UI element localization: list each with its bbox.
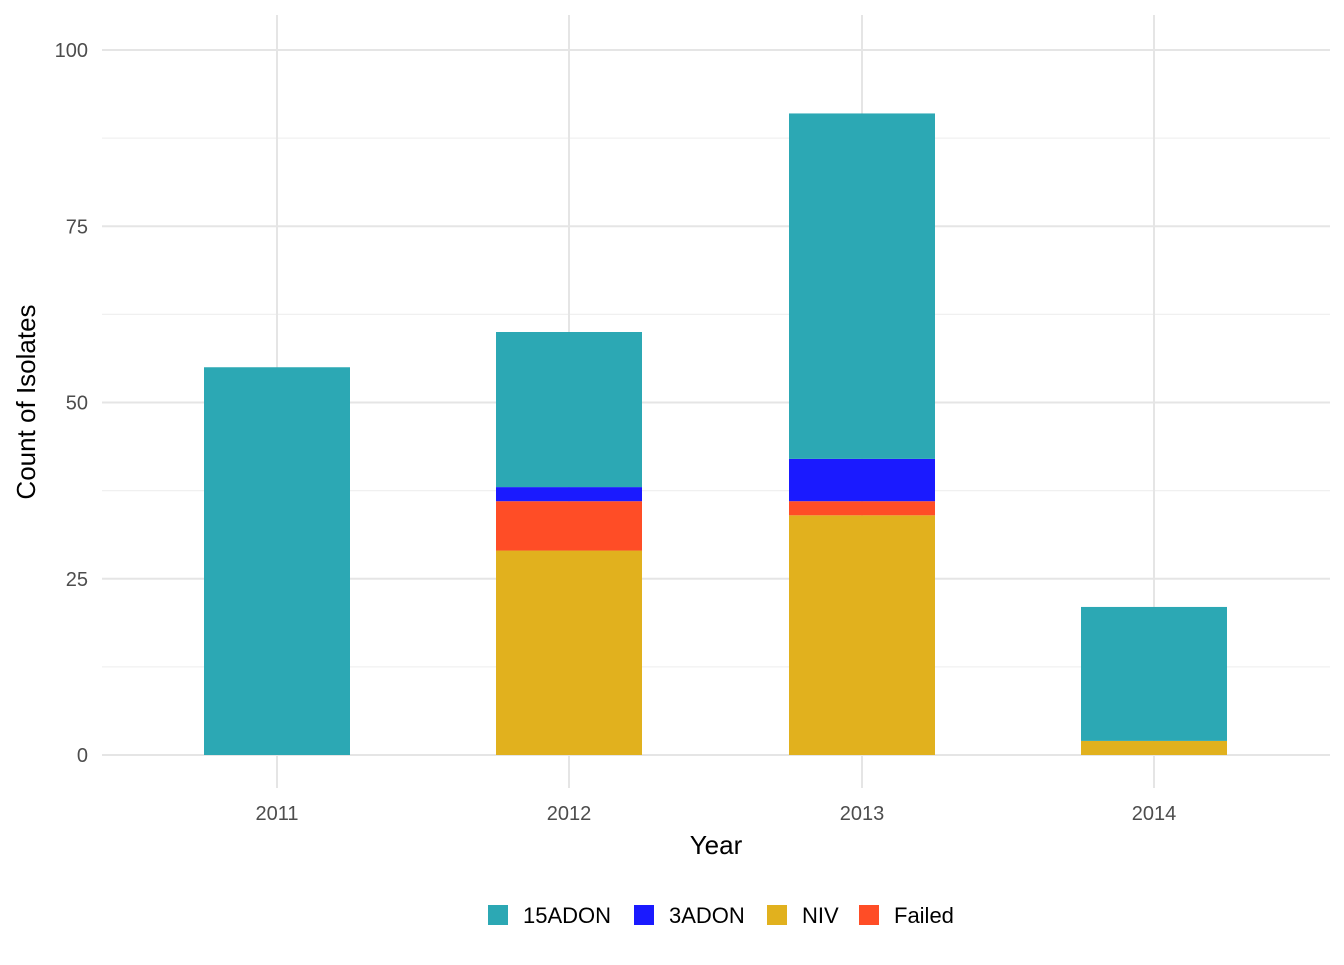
legend-key-niv xyxy=(767,905,787,925)
legend: 15ADON 3ADON NIV Failed xyxy=(488,903,954,928)
bar-15adon-2012 xyxy=(496,332,642,488)
y-axis-title: Count of Isolates xyxy=(11,304,41,499)
y-tick-label: 100 xyxy=(55,40,88,62)
legend-label-failed: Failed xyxy=(894,903,954,928)
bar-niv-2013 xyxy=(789,515,935,755)
bar-15adon-2014 xyxy=(1081,606,1227,741)
bar-niv-2012 xyxy=(496,550,642,755)
bar-15adon-2013 xyxy=(789,113,935,459)
bar-niv-2014 xyxy=(1081,740,1227,755)
x-axis-ticks: 2011 2012 2013 2014 xyxy=(255,803,1176,825)
x-tick-label: 2014 xyxy=(1132,803,1177,825)
legend-key-15adon xyxy=(488,905,508,925)
legend-key-failed xyxy=(859,905,879,925)
legend-label-3adon: 3ADON xyxy=(669,903,745,928)
legend-label-niv: NIV xyxy=(802,903,839,928)
bar-15adon-2011 xyxy=(204,367,350,755)
legend-label-15adon: 15ADON xyxy=(523,903,611,928)
bar-3adon-2012 xyxy=(496,487,642,502)
x-axis-title: Year xyxy=(690,830,743,860)
y-tick-label: 0 xyxy=(77,745,88,767)
x-tick-label: 2012 xyxy=(547,803,592,825)
x-tick-label: 2011 xyxy=(255,803,298,825)
x-tick-label: 2013 xyxy=(840,803,885,825)
y-tick-label: 75 xyxy=(66,216,88,238)
y-axis-ticks: 0 25 50 75 100 xyxy=(55,40,88,767)
y-tick-label: 25 xyxy=(66,569,88,591)
bars xyxy=(204,113,1227,755)
bar-failed-2013 xyxy=(789,501,935,516)
legend-key-3adon xyxy=(634,905,654,925)
bar-3adon-2013 xyxy=(789,458,935,502)
y-tick-label: 50 xyxy=(66,393,88,415)
bar-failed-2012 xyxy=(496,501,642,551)
